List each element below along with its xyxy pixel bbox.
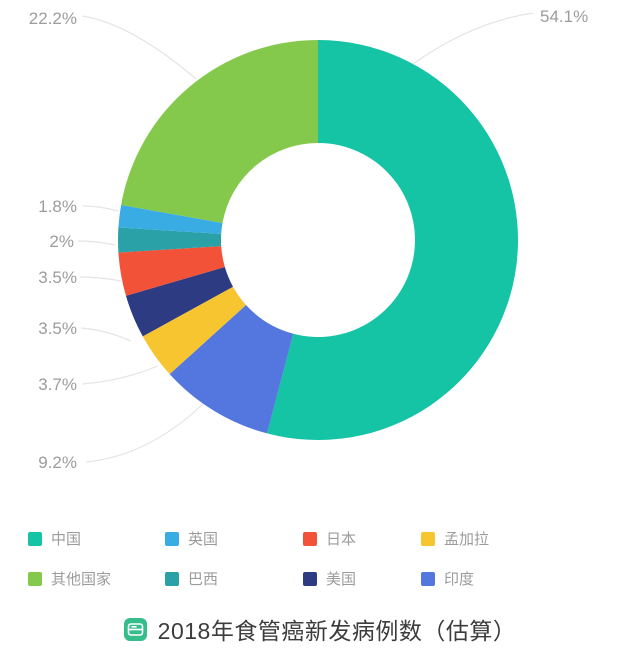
label-leader-line-美国 [80, 327, 132, 342]
slice-percent-label-巴西: 2% [49, 232, 74, 251]
legend-swatch-美国 [303, 571, 317, 586]
slice-percent-label-孟加拉: 3.7% [38, 375, 77, 394]
legend-label-英国: 英国 [188, 531, 219, 548]
legend-label-其他国家: 其他国家 [51, 571, 112, 588]
donut-chart: 54.1% 9.2% 3.7% 3.5% 3.5% 2% 1.8% 22.2% [29, 7, 588, 472]
legend-item-巴西[interactable]: 巴西 [165, 568, 218, 589]
chart-legend: 中国 英国 日本 孟加拉其他国家 巴西 美国 印度 [28, 528, 489, 589]
legend-item-印度[interactable]: 印度 [421, 568, 474, 589]
legend-label-印度: 印度 [444, 571, 475, 588]
pie-slice-日本[interactable] [118, 246, 225, 296]
label-leader-line-中国 [412, 12, 534, 65]
legend-item-孟加拉[interactable]: 孟加拉 [421, 528, 489, 549]
legend-label-孟加拉: 孟加拉 [444, 531, 490, 548]
slice-percent-label-英国: 1.8% [38, 197, 77, 216]
label-leader-line-日本 [79, 276, 122, 282]
slice-percent-label-印度: 9.2% [38, 453, 77, 472]
legend-label-巴西: 巴西 [188, 571, 219, 588]
legend-swatch-印度 [421, 571, 435, 586]
pie-slice-中国[interactable] [267, 40, 518, 440]
label-leader-line-印度 [85, 403, 204, 463]
legend-label-日本: 日本 [326, 531, 357, 548]
legend-item-其他国家[interactable]: 其他国家 [28, 568, 111, 589]
book-badge-icon [123, 617, 147, 641]
label-leader-line-巴西 [77, 240, 116, 246]
pie-slice-巴西[interactable] [117, 227, 222, 253]
pie-slice-印度[interactable] [169, 305, 294, 434]
chart-title: 2018年食管癌新发病例数（估算） [157, 618, 517, 644]
legend-item-中国[interactable]: 中国 [28, 528, 81, 549]
slice-percent-label-日本: 3.5% [38, 268, 77, 287]
pie-slice-其他国家[interactable] [121, 40, 319, 224]
slice-percent-label-美国: 3.5% [38, 319, 77, 338]
legend-swatch-孟加拉 [421, 531, 435, 546]
legend-swatch-英国 [165, 531, 179, 546]
legend-swatch-巴西 [165, 571, 179, 586]
legend-label-美国: 美国 [326, 571, 357, 588]
label-leader-line-英国 [82, 205, 119, 212]
label-leader-line-其他国家 [81, 15, 197, 80]
pie-slice-孟加拉[interactable] [142, 286, 247, 375]
legend-swatch-中国 [28, 531, 42, 546]
legend-item-日本[interactable]: 日本 [303, 528, 356, 549]
pie-slice-英国[interactable] [118, 204, 223, 234]
legend-label-中国: 中国 [51, 531, 82, 548]
legend-swatch-其他国家 [28, 571, 42, 586]
label-leader-line-孟加拉 [81, 365, 159, 385]
pie-slice-美国[interactable] [125, 267, 233, 337]
slice-percent-label-中国: 54.1% [540, 7, 588, 26]
legend-item-美国[interactable]: 美国 [303, 568, 356, 589]
chart-title-row: 2018年食管癌新发病例数（估算） [0, 612, 640, 646]
slice-percent-label-其他国家: 22.2% [29, 9, 77, 28]
legend-item-英国[interactable]: 英国 [165, 528, 218, 549]
legend-swatch-日本 [303, 531, 317, 546]
